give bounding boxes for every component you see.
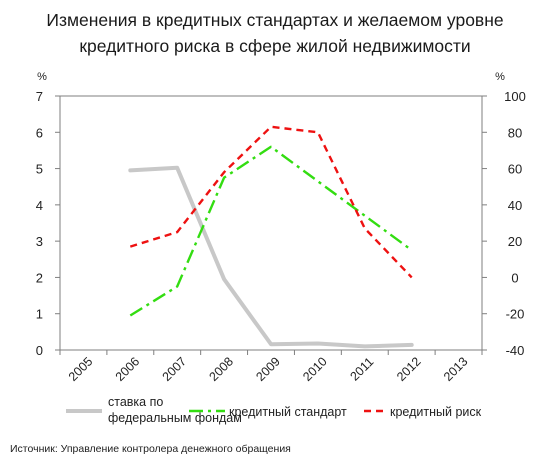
x-axis-tick-label: 2009 bbox=[253, 354, 283, 384]
chart-title-line1: Изменения в кредитных стандартах и желае… bbox=[46, 10, 504, 30]
x-axis-tick-label: 2011 bbox=[347, 355, 376, 384]
left-axis-tick-label: 4 bbox=[36, 198, 43, 213]
x-axis-tick-label: 2008 bbox=[206, 354, 236, 384]
series-line-3 bbox=[129, 125, 413, 279]
left-axis-tick-label: 7 bbox=[36, 89, 43, 104]
plot-frame bbox=[59, 95, 483, 351]
right-axis-unit: % bbox=[495, 71, 505, 83]
right-axis-tick-label: 20 bbox=[508, 234, 522, 249]
source-note: Источник: Управление контролера денежног… bbox=[10, 443, 291, 455]
x-axis-tick-label: 2007 bbox=[160, 354, 190, 384]
series-group bbox=[128, 125, 414, 349]
right-axis-tick-label: 60 bbox=[508, 162, 522, 177]
series-line-2 bbox=[129, 145, 413, 317]
legend-label-1: ставка по bbox=[108, 395, 163, 409]
right-axis-tick-label: 0 bbox=[511, 270, 518, 285]
x-axis-tick-label: 2005 bbox=[66, 354, 96, 384]
legend-label-2: кредитный стандарт bbox=[229, 405, 347, 419]
left-axis-tick-label: 2 bbox=[36, 270, 43, 285]
legend-label-3: кредитный риск bbox=[390, 405, 482, 419]
x-axis-tick-label: 2006 bbox=[113, 354, 143, 384]
left-axis-tick-label: 6 bbox=[36, 125, 43, 140]
x-axis-tick-label: 2013 bbox=[441, 354, 471, 384]
left-axis-unit: % bbox=[37, 71, 47, 83]
left-axis-tick-label: 0 bbox=[36, 343, 43, 358]
right-axis-tick-label: -20 bbox=[506, 307, 525, 322]
right-axis-tick-label: -40 bbox=[506, 343, 525, 358]
left-axis-tick-label: 1 bbox=[36, 307, 43, 322]
legend-label-1: федеральным фондам bbox=[108, 411, 242, 425]
x-axis-tick-label: 2012 bbox=[394, 354, 424, 384]
left-axis-tick-label: 3 bbox=[36, 234, 43, 249]
right-axis-tick-label: 40 bbox=[508, 198, 522, 213]
series-line-1 bbox=[128, 165, 414, 349]
right-axis-tick-label: 100 bbox=[504, 89, 526, 104]
chart-title-line2: кредитного риска в сфере жилой недвижимо… bbox=[79, 36, 471, 56]
x-axis-tick-label: 2010 bbox=[300, 354, 330, 384]
right-axis-tick-label: 80 bbox=[508, 125, 522, 140]
axes-group: 0 1 2 3 4 5 6 7% -40 -20 0 20 40 60 80 100% 2005 2006 2007… bbox=[36, 71, 526, 384]
left-axis-tick-label: 5 bbox=[36, 162, 43, 177]
